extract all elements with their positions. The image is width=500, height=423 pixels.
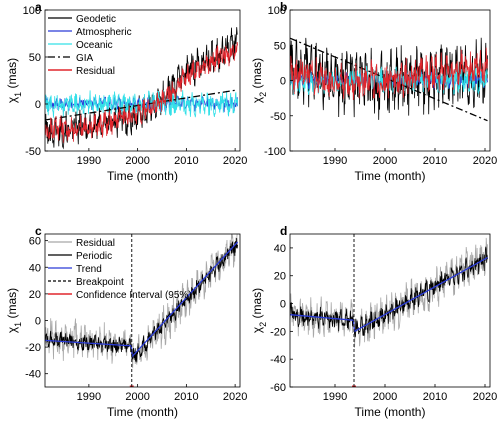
y-axis-label: χ1 (mas) — [5, 288, 23, 333]
y-tick-label: 20 — [274, 271, 286, 283]
series-line-residual — [45, 41, 238, 143]
x-axis-label: Time (month) — [355, 169, 426, 183]
y-tick-label: 0 — [280, 76, 286, 88]
y-tick-label: 40 — [274, 243, 286, 255]
x-tick-label: 1990 — [323, 155, 347, 167]
x-tick-label: 2000 — [125, 391, 149, 403]
plot-area — [290, 237, 488, 387]
panel-a: 1990 2000 2010 2020 -50 0 50 100 Time (month) χ1 … — [5, 0, 247, 183]
legend-label: Residual — [76, 238, 115, 249]
y-tick-label: 20 — [29, 289, 41, 301]
plot-area — [290, 37, 488, 122]
x-tick-label: 2010 — [174, 155, 198, 167]
plot-area — [45, 234, 239, 387]
y-tick-label: 0 — [35, 99, 41, 111]
legend-label: Breakpoint — [76, 277, 124, 288]
y-tick-label: 60 — [29, 236, 41, 248]
axes-frame — [44, 233, 241, 388]
y-tick-label: 0 — [280, 299, 286, 311]
y-tick-label: -20 — [270, 326, 286, 338]
y-tick-label: -100 — [264, 146, 286, 158]
legend: Geodetic Atmospheric Oceanic GIA Residual — [48, 14, 132, 77]
series-line-series-0 — [290, 237, 488, 348]
x-tick-label: 2000 — [373, 391, 397, 403]
y-tick-label: 50 — [29, 52, 41, 64]
series-line-series-4 — [290, 47, 488, 101]
panel-label: a — [35, 0, 42, 14]
y-tick-label: 100 — [268, 5, 286, 17]
legend-label: Geodetic — [76, 14, 116, 25]
x-tick-label: 2010 — [423, 155, 447, 167]
y-tick-label: 50 — [274, 40, 286, 52]
series-line-residual — [45, 234, 238, 369]
panel-label: c — [35, 224, 42, 238]
y-tick-label: -50 — [270, 111, 286, 123]
x-tick-label: 2020 — [473, 155, 497, 167]
x-axis-label: Time (month) — [107, 169, 178, 183]
axes-frame — [289, 233, 491, 388]
series-line-gia — [45, 89, 238, 121]
y-tick-label: -60 — [270, 382, 286, 394]
panel-c: 1990 2000 2010 2020 -40 -20 0 20 40 60 Time (month… — [5, 224, 247, 419]
legend-label: Oceanic — [76, 40, 113, 51]
x-tick-label: 1990 — [323, 391, 347, 403]
x-axis-label: Time (month) — [355, 405, 426, 419]
y-axis-label: χ2 (mas) — [250, 58, 268, 103]
x-tick-label: 1990 — [77, 155, 101, 167]
x-tick-label: 2020 — [473, 391, 497, 403]
legend-label: Confidence Interval (95%) — [76, 290, 192, 301]
axes-frame — [44, 9, 241, 152]
x-tick-label: 2020 — [223, 391, 247, 403]
y-tick-label: 40 — [29, 262, 41, 274]
y-tick-label: -40 — [270, 354, 286, 366]
y-axis-label: χ2 (mas) — [250, 288, 268, 333]
legend-label: Residual — [76, 66, 115, 77]
legend-label: Trend — [76, 264, 102, 275]
x-tick-label: 1990 — [77, 391, 101, 403]
panel-b: 1990 2000 2010 2020 -100 -50 0 50 100 Time (month… — [250, 0, 497, 183]
y-tick-label: -50 — [25, 146, 41, 158]
x-tick-label: 2010 — [423, 391, 447, 403]
panel-label: d — [280, 224, 287, 238]
panel-d: 1990 2000 2010 2020 -60 -40 -20 0 20 40 Time (mont… — [250, 224, 497, 419]
y-tick-label: -20 — [25, 342, 41, 354]
y-tick-label: -40 — [25, 369, 41, 381]
x-tick-label: 2000 — [373, 155, 397, 167]
plot-area — [45, 27, 238, 150]
x-tick-label: 2000 — [125, 155, 149, 167]
y-tick-label: 100 — [23, 5, 41, 17]
legend-label: Periodic — [76, 251, 112, 262]
legend-label: GIA — [76, 53, 94, 64]
y-tick-label: 0 — [35, 315, 41, 327]
legend-label: Atmospheric — [76, 27, 132, 38]
legend: Residual Periodic Trend Breakpoint Confidenc… — [48, 238, 192, 301]
panel-label: b — [280, 0, 287, 14]
y-axis-label: χ1 (mas) — [5, 58, 23, 103]
x-tick-label: 2010 — [174, 391, 198, 403]
x-axis-label: Time (month) — [107, 405, 178, 419]
x-tick-label: 2020 — [223, 155, 247, 167]
